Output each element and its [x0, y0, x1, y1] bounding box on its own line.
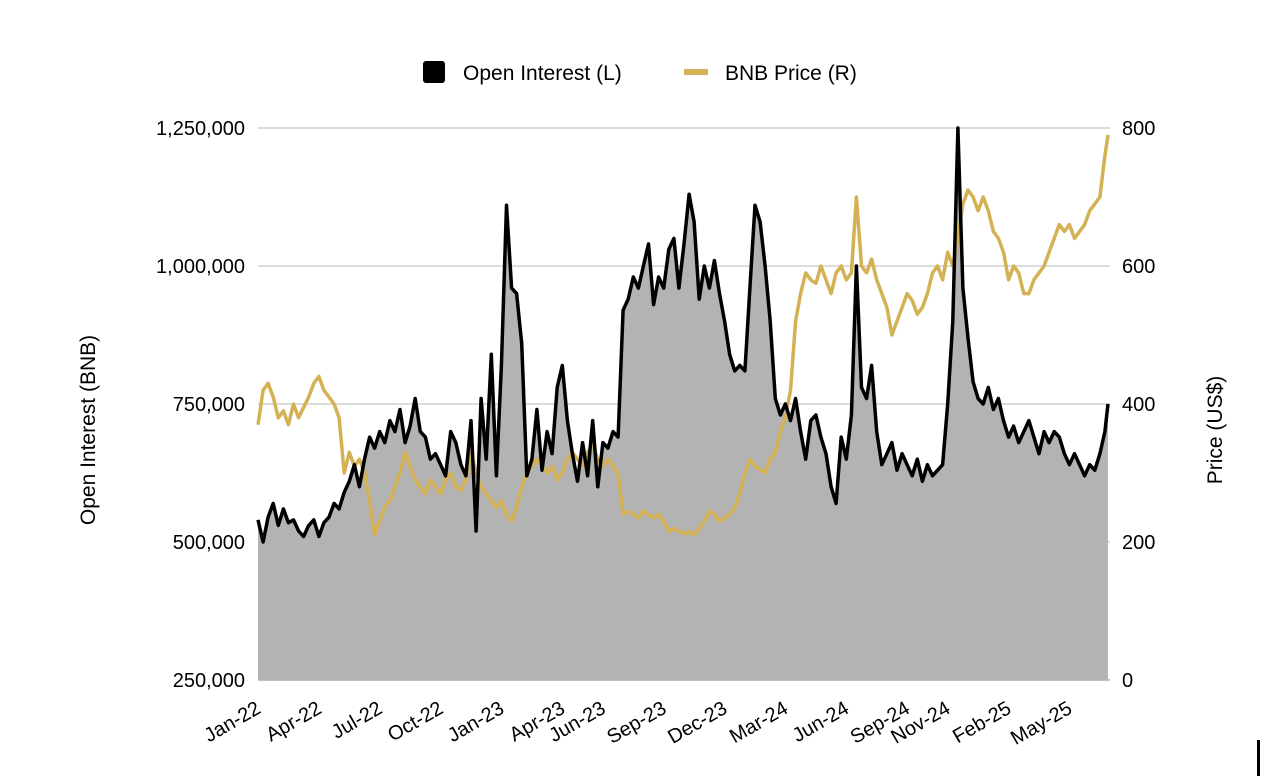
- open-interest-area-fill: [258, 128, 1108, 680]
- x-tick-label: Dec-23: [664, 697, 731, 748]
- left-tick-label: 750,000: [173, 394, 245, 416]
- x-tick-label: May-25: [1007, 697, 1076, 749]
- left-tick-label: 250,000: [173, 670, 245, 692]
- legend: Open Interest (L) BNB Price (R): [423, 61, 857, 85]
- x-tick-label: Jan-22: [201, 697, 265, 747]
- price-line-layer: [256, 134, 1110, 537]
- left-tick-label: 1,250,000: [156, 118, 245, 140]
- x-tick-label: Jan-23: [444, 697, 508, 747]
- right-tick-label: 0: [1122, 670, 1133, 692]
- right-tick-label: 400: [1122, 394, 1155, 416]
- left-tick-label: 1,000,000: [156, 256, 245, 278]
- bnb-price-line: [256, 134, 1110, 537]
- x-tick-label: Oct-22: [384, 697, 447, 746]
- x-tick-label: Apr-22: [262, 697, 325, 746]
- left-axis-ticks: 250,000 500,000 750,000 1,000,000 1,250,000: [156, 118, 245, 692]
- open-interest-area: [258, 128, 1108, 680]
- legend-label-price: BNB Price (R): [725, 62, 857, 85]
- left-axis-title: Open Interest (BNB): [77, 335, 100, 525]
- right-tick-label: 600: [1122, 256, 1155, 278]
- x-tick-label: Jul-22: [328, 697, 386, 743]
- right-tick-label: 200: [1122, 532, 1155, 554]
- right-axis-ticks: 0 200 400 600 800: [1122, 118, 1155, 692]
- left-tick-label: 500,000: [173, 532, 245, 554]
- open-interest-line-layer: [256, 126, 1110, 544]
- right-tick-label: 800: [1122, 118, 1155, 140]
- legend-label-open-interest: Open Interest (L): [463, 62, 622, 85]
- x-tick-label: Feb-25: [949, 697, 1015, 748]
- right-axis-title: Price (US$): [1204, 376, 1227, 485]
- x-tick-label: Sep-23: [603, 697, 670, 748]
- x-tick-label: Mar-24: [726, 697, 792, 748]
- text-cursor-bar: [1257, 740, 1260, 776]
- legend-swatch-price: [684, 69, 708, 75]
- x-tick-label: Jun-24: [789, 697, 853, 747]
- open-interest-line: [256, 126, 1110, 544]
- legend-swatch-open-interest: [423, 61, 445, 83]
